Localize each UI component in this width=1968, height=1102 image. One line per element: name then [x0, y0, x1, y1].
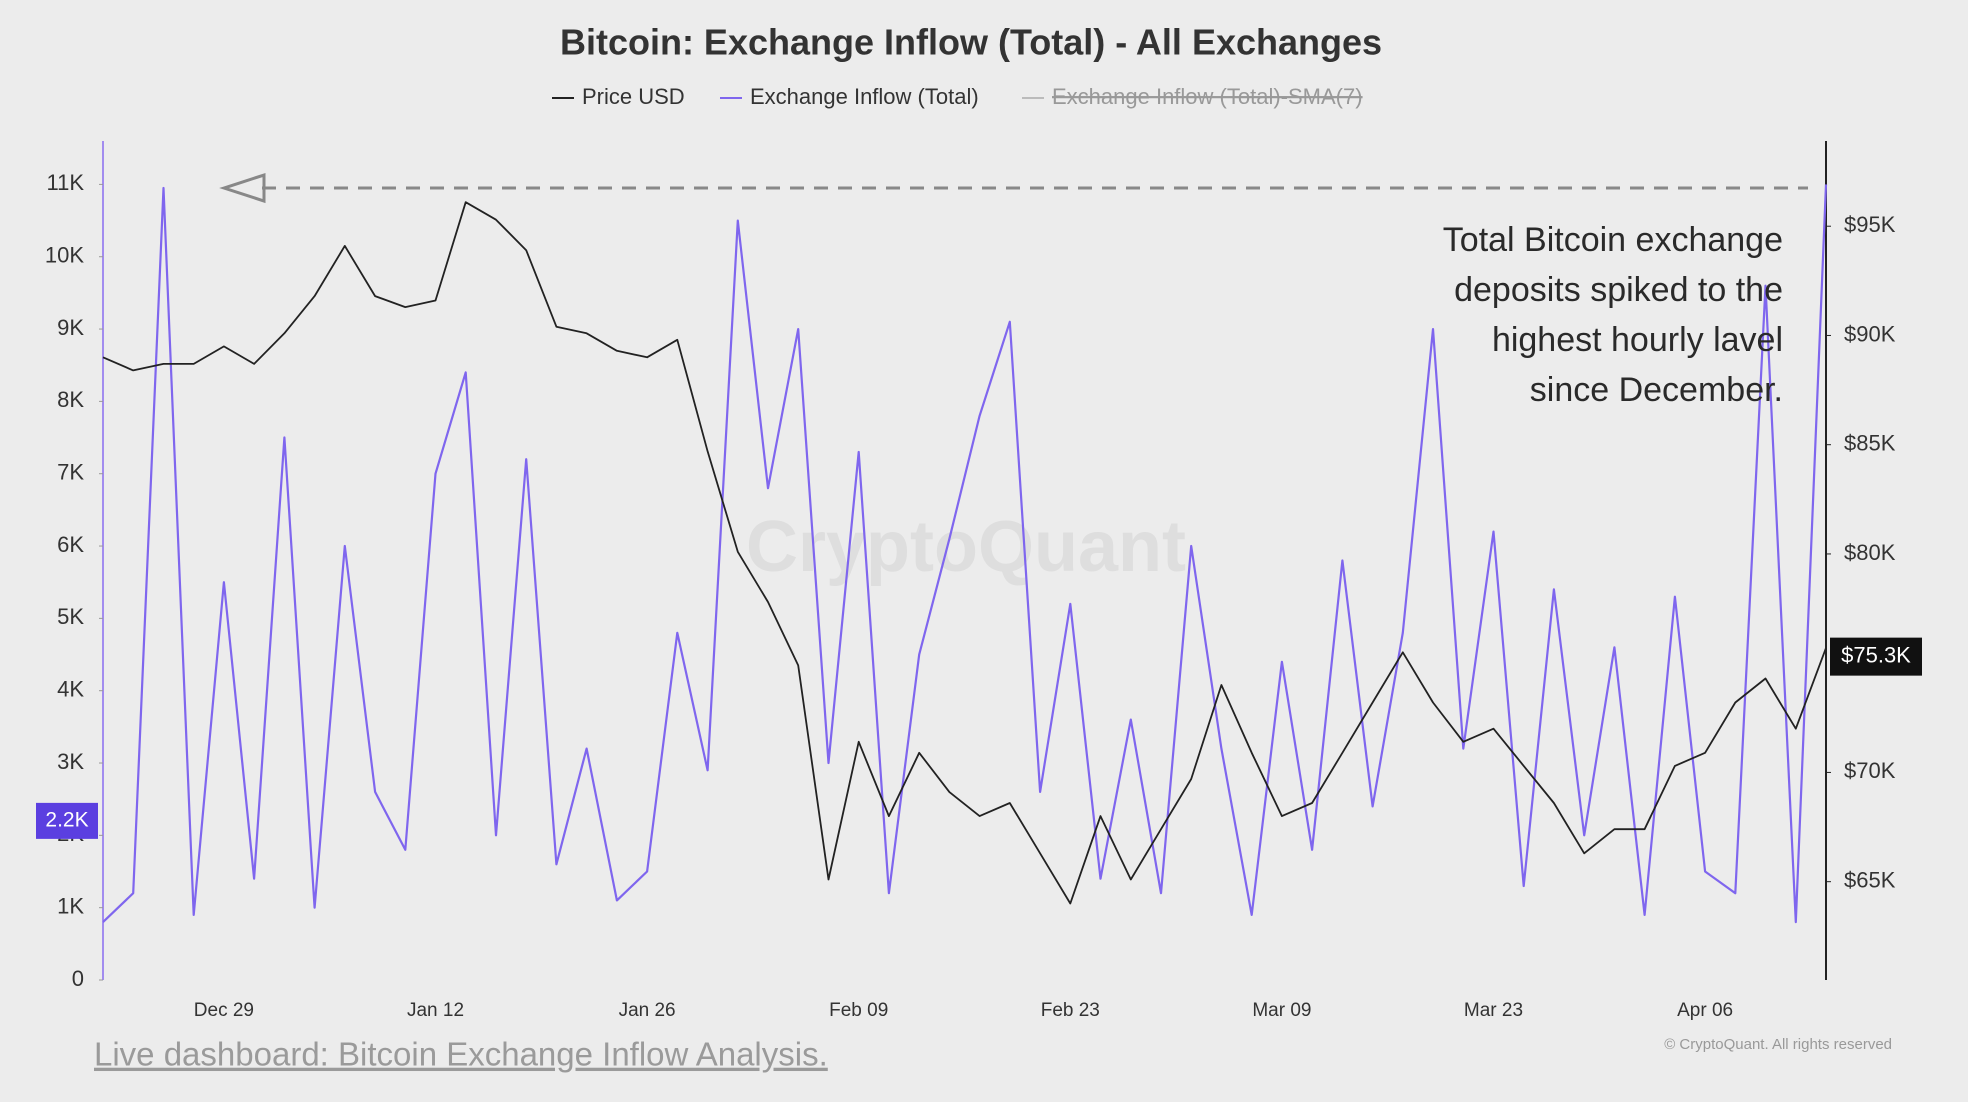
chart-title: Bitcoin: Exchange Inflow (Total) - All E…: [560, 22, 1382, 63]
series-line: [102, 201, 1827, 905]
annotation-line: highest hourly lavel: [1492, 321, 1783, 359]
y-tick-label: 9K: [57, 315, 84, 340]
x-tick-label: Feb 23: [1041, 1000, 1100, 1021]
x-tick-label: Feb 09: [829, 1000, 888, 1021]
series-line: [102, 184, 1828, 924]
legend-label: Price USD: [582, 84, 685, 109]
y-tick-label: 0: [72, 966, 84, 991]
x-tick-label: Mar 23: [1464, 1000, 1523, 1021]
badge-left: 2.2K: [45, 808, 88, 831]
annotation-line: deposits spiked to the: [1454, 271, 1783, 309]
copyright: © CryptoQuant. All rights reserved: [1664, 1036, 1892, 1053]
x-tick-label: Jan 12: [407, 1000, 464, 1021]
y2-tick-label: $80K: [1844, 540, 1896, 565]
badge-right: $75.3K: [1841, 642, 1911, 667]
y-tick-label: 6K: [57, 532, 84, 557]
y-tick-label: 5K: [57, 604, 84, 629]
y2-tick-label: $70K: [1844, 758, 1896, 783]
y-tick-label: 8K: [57, 387, 84, 412]
x-tick-label: Jan 26: [619, 1000, 676, 1021]
y-tick-label: 10K: [45, 243, 84, 268]
y2-tick-label: $65K: [1844, 867, 1896, 892]
legend-label: Exchange Inflow (Total)-SMA(7): [1052, 84, 1363, 109]
y-tick-label: 7K: [57, 460, 84, 485]
reference-arrow: [219, 172, 266, 204]
y2-tick-label: $95K: [1844, 212, 1896, 237]
footer-link[interactable]: Live dashboard: Bitcoin Exchange Inflow …: [94, 1036, 828, 1073]
annotation-line: since December.: [1530, 371, 1783, 409]
legend-label: Exchange Inflow (Total): [750, 84, 979, 109]
y2-tick-label: $90K: [1844, 321, 1896, 346]
badge-right-bg: [1830, 637, 1922, 676]
annotation-line: Total Bitcoin exchange: [1443, 221, 1783, 259]
y-tick-label: 1K: [57, 893, 84, 918]
y-tick-label: 11K: [46, 170, 84, 195]
x-tick-label: Apr 06: [1677, 1000, 1733, 1021]
watermark: CryptoQuant: [746, 507, 1186, 587]
x-tick-label: Mar 09: [1252, 1000, 1311, 1021]
badge-left-bg: [36, 802, 98, 839]
y-tick-label: 4K: [57, 677, 84, 702]
x-tick-label: Dec 29: [194, 1000, 254, 1021]
y2-tick-label: $85K: [1844, 431, 1896, 456]
y-tick-label: 3K: [57, 749, 84, 774]
